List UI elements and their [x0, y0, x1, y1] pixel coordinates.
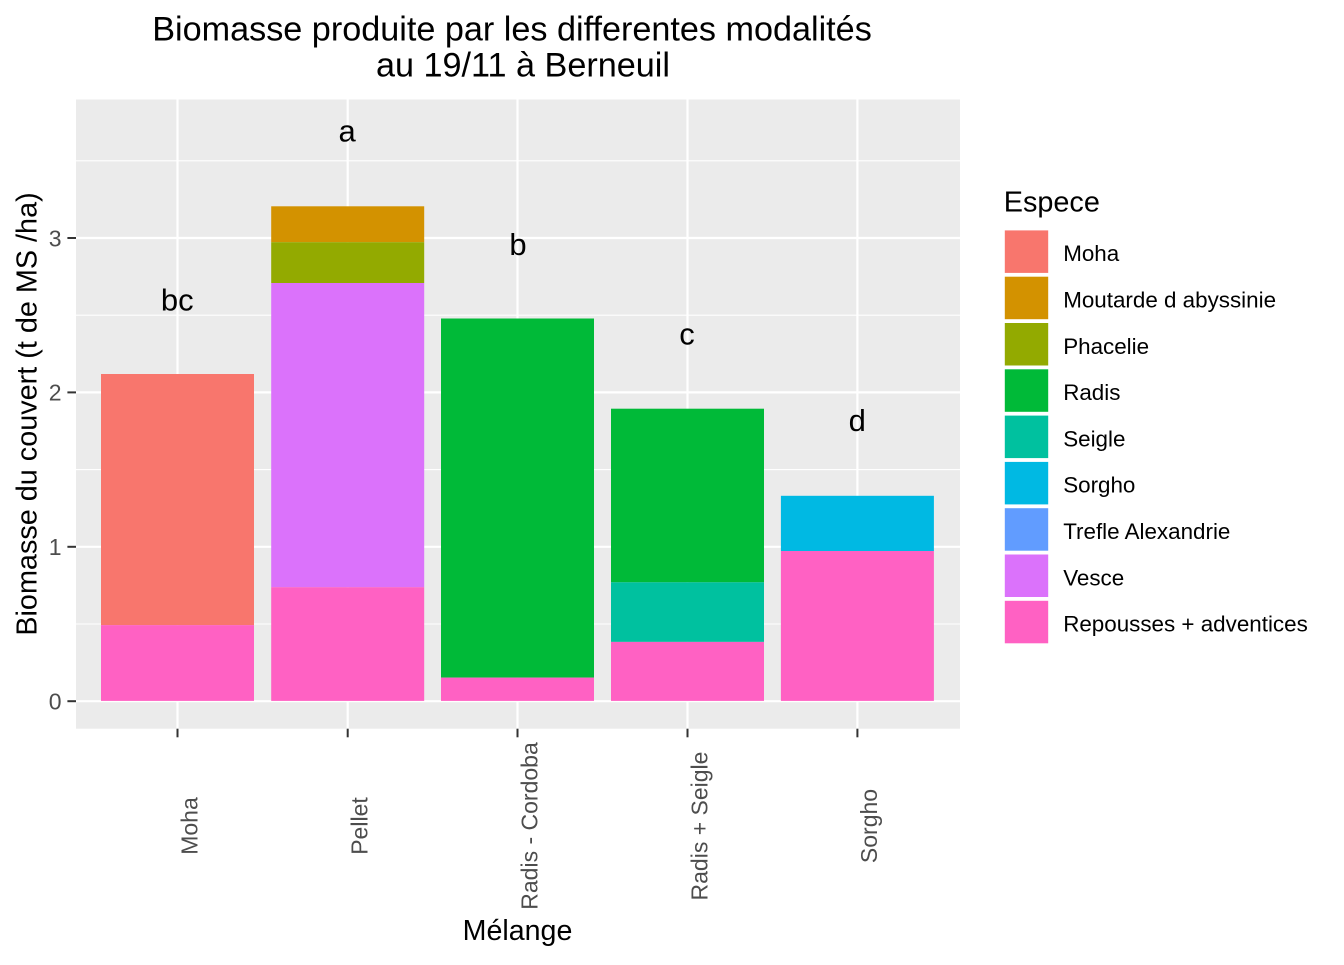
svg-text:Trefle Alexandrie: Trefle Alexandrie	[1063, 519, 1230, 544]
svg-text:Moutarde d abyssinie: Moutarde d abyssinie	[1063, 288, 1276, 313]
svg-text:Vesce: Vesce	[1063, 565, 1124, 590]
svg-text:c: c	[679, 317, 695, 352]
svg-text:Mélange: Mélange	[463, 915, 573, 947]
svg-text:Radis: Radis	[1063, 380, 1120, 405]
svg-text:Repousses + adventices: Repousses + adventices	[1063, 612, 1308, 637]
svg-text:Seigle: Seigle	[1063, 426, 1125, 451]
svg-text:1: 1	[49, 534, 62, 560]
svg-text:d: d	[849, 403, 866, 438]
svg-text:a: a	[338, 114, 356, 149]
svg-text:Sorgho: Sorgho	[856, 789, 882, 863]
svg-text:Sorgho: Sorgho	[1063, 473, 1135, 498]
svg-text:Phacelie: Phacelie	[1063, 334, 1149, 359]
svg-text:Moha: Moha	[1063, 241, 1120, 266]
svg-text:Espece: Espece	[1004, 186, 1100, 218]
svg-text:au 19/11 à Berneuil: au 19/11 à Berneuil	[376, 47, 670, 85]
svg-text:Radis - Cordoba: Radis - Cordoba	[516, 742, 542, 910]
svg-text:0: 0	[49, 689, 62, 715]
svg-text:Biomasse du couvert (t de MS /: Biomasse du couvert (t de MS /ha)	[12, 192, 44, 635]
svg-text:b: b	[509, 227, 526, 262]
svg-text:Radis + Seigle: Radis + Seigle	[686, 752, 712, 901]
svg-text:Biomasse produite par les diff: Biomasse produite par les differentes mo…	[152, 10, 872, 48]
svg-text:2: 2	[49, 380, 62, 406]
svg-text:Pellet: Pellet	[347, 797, 373, 855]
svg-text:3: 3	[49, 225, 62, 251]
svg-text:bc: bc	[161, 283, 194, 318]
svg-text:Moha: Moha	[176, 797, 202, 855]
